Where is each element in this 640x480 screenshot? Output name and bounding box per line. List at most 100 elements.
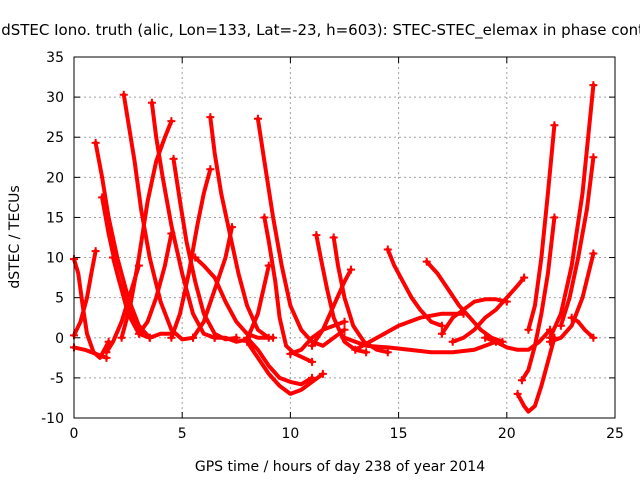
data-point-marker (91, 138, 100, 147)
axis-ticks: 0 5 10 15 20 25 -10 -5 0 5 10 15 20 25 30 35 (41, 50, 624, 442)
data-point-marker (448, 337, 457, 346)
data-series-arc20 (245, 339, 325, 396)
data-series-arc34 (519, 215, 557, 383)
data-point-marker (346, 265, 355, 274)
data-series-arc28 (353, 311, 466, 352)
y-tick-label: 15 (46, 210, 64, 226)
x-tick-label: 20 (498, 426, 516, 442)
data-point-marker (312, 231, 321, 240)
data-point-marker (340, 333, 349, 342)
chart-title: dSTEC Iono. truth (alic, Lon=133, Lat=-2… (1, 21, 640, 40)
data-point-marker (481, 333, 490, 342)
data-point-marker (589, 153, 598, 162)
data-point-marker (383, 245, 392, 254)
data-series-arc11 (136, 231, 174, 336)
plot-frame (73, 56, 616, 419)
data-point-marker (269, 333, 278, 342)
data-point-marker (589, 81, 598, 90)
data-point-marker (513, 389, 522, 398)
data-series-arc15 (208, 115, 276, 340)
y-tick-label: -5 (50, 371, 64, 387)
y-axis-label: dSTEC / TECUs (7, 185, 23, 288)
x-tick-label: 0 (70, 426, 79, 442)
y-tick-label: 5 (55, 291, 64, 307)
data-series-arc1 (72, 257, 111, 360)
data-series-arc24 (310, 267, 353, 348)
data-series-arc18 (255, 116, 347, 348)
data-series-arc7 (121, 92, 195, 342)
data-point-marker (167, 229, 176, 238)
data-point-marker (329, 233, 338, 242)
data-series-arc33 (515, 335, 557, 414)
data-series-arc17 (212, 263, 271, 344)
x-tick-label: 10 (281, 426, 299, 442)
data-series-arc10 (149, 100, 217, 340)
data-series-arc25 (288, 319, 347, 356)
data-series-arc19 (262, 215, 314, 364)
data-point-marker (167, 117, 176, 126)
data-series-arc21 (245, 335, 314, 387)
data-series-arc5 (100, 195, 174, 340)
plot-area (70, 81, 598, 414)
data-series-arc37 (558, 155, 596, 328)
data-point-marker (437, 329, 446, 338)
data-series-arc35 (526, 123, 557, 332)
data-point-marker (362, 348, 371, 357)
y-tick-label: 30 (46, 90, 64, 106)
data-point-marker (383, 348, 392, 357)
data-point-marker (422, 257, 431, 266)
data-point-marker (524, 325, 533, 334)
data-series-arc13 (169, 167, 213, 340)
data-point-marker (253, 114, 262, 123)
data-series-arc3 (72, 345, 109, 360)
data-series-arc38 (548, 251, 596, 344)
y-tick-label: 20 (46, 170, 64, 186)
data-point-marker (117, 333, 126, 342)
data-series-arc8 (111, 255, 152, 340)
data-series-arc26 (385, 247, 444, 328)
y-tick-label: 0 (55, 331, 64, 347)
data-point-marker (243, 333, 252, 342)
data-series-arc16 (191, 225, 234, 340)
x-tick-label: 15 (390, 426, 408, 442)
data-point-marker (308, 357, 317, 366)
data-point-marker (308, 373, 317, 382)
data-point-marker (556, 321, 565, 330)
data-series-arc14 (193, 255, 271, 340)
data-point-marker (517, 376, 526, 385)
data-point-marker (520, 273, 529, 282)
data-point-marker (546, 337, 555, 346)
data-series-arc39 (569, 315, 596, 340)
x-axis-label: GPS time / hours of day 238 of year 2014 (195, 459, 485, 475)
grid (74, 57, 615, 418)
data-point-marker (550, 121, 559, 130)
y-tick-label: 35 (46, 50, 64, 66)
data-series-arc27 (342, 335, 498, 355)
data-point-marker (91, 247, 100, 256)
data-point-marker (340, 325, 349, 334)
x-tick-label: 25 (606, 426, 624, 442)
data-point-marker (102, 348, 111, 357)
data-point-marker (437, 321, 446, 330)
data-point-marker (145, 333, 154, 342)
data-series-arc30 (439, 297, 509, 336)
x-tick-label: 5 (178, 426, 187, 442)
data-series-arc36 (548, 83, 596, 340)
data-point-marker (134, 329, 143, 338)
data-series-arc32 (483, 327, 553, 352)
data-point-marker (189, 333, 198, 342)
data-point-marker (286, 349, 295, 358)
data-point-marker (167, 333, 176, 342)
data-point-marker (108, 253, 117, 262)
data-series-arc23 (331, 235, 390, 355)
data-point-marker (191, 253, 200, 262)
data-point-marker (589, 333, 598, 342)
data-point-marker (119, 90, 128, 99)
data-point-marker (340, 317, 349, 326)
data-point-marker (206, 165, 215, 174)
y-tick-label: -10 (41, 411, 64, 427)
y-tick-label: 10 (46, 251, 64, 267)
data-point-marker (227, 223, 236, 232)
data-point-marker (308, 341, 317, 350)
